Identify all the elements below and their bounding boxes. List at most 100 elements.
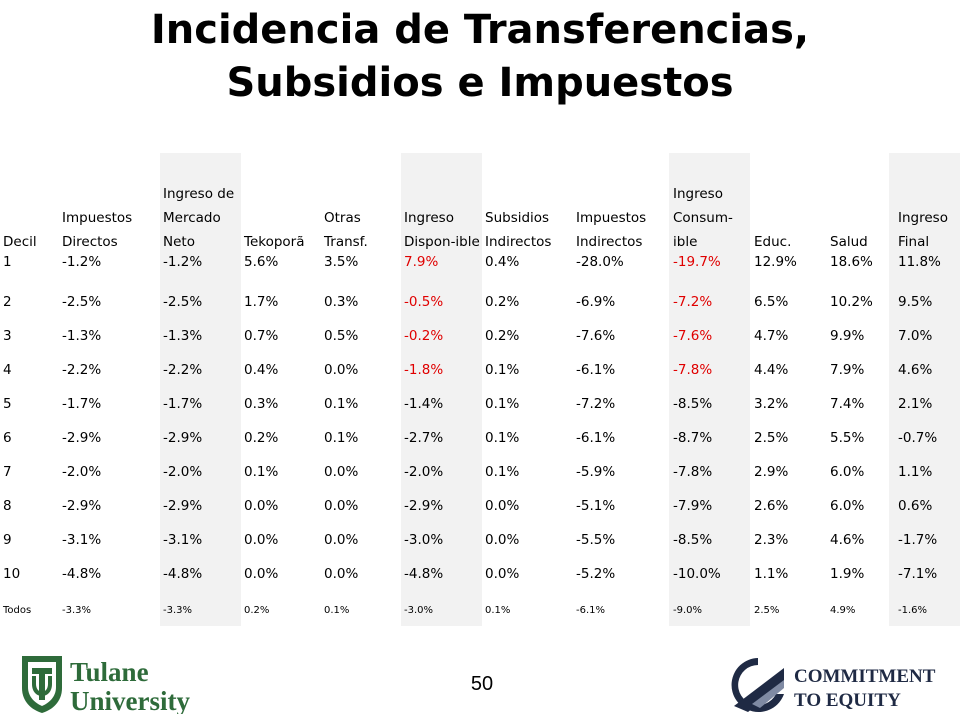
column-header: Ingreso Dispon-ible bbox=[404, 210, 480, 250]
table-cell: 2.1% bbox=[898, 396, 933, 412]
table-cell: 0.1% bbox=[324, 396, 359, 412]
table-row: 7 -2.0% -2.0% 0.1% 0.0% -2.0% 0.1% -5.9% -7.8% 2.… bbox=[0, 446, 960, 480]
table-cell: -6.1% bbox=[576, 430, 616, 446]
table-cell: -7.1% bbox=[898, 566, 938, 582]
table-cell: 0.6% bbox=[898, 498, 933, 514]
table-cell: 0.1% bbox=[485, 464, 520, 480]
table-cell: 7.4% bbox=[830, 396, 865, 412]
table-cell: 18.6% bbox=[830, 254, 873, 270]
table-cell: 10.2% bbox=[830, 294, 873, 310]
table-cell: -2.0% bbox=[62, 464, 102, 480]
table-cell: -7.8% bbox=[673, 464, 713, 480]
table-row: 10 -4.8% -4.8% 0.0% 0.0% -4.8% 0.0% -5.2% -10.0%… bbox=[0, 548, 960, 582]
slide-title: Incidencia de Transferencias, Subsidios … bbox=[0, 4, 960, 110]
table-cell: 6.0% bbox=[830, 464, 865, 480]
table-cell: -3.0% bbox=[404, 532, 444, 548]
column-header: Tekoporã bbox=[244, 234, 305, 250]
decile-label: 6 bbox=[3, 430, 12, 446]
table-cell: -3.3% bbox=[163, 605, 193, 616]
table-cell: 0.3% bbox=[244, 396, 279, 412]
table-cell: 7.0% bbox=[898, 328, 933, 344]
table-cell: -0.5% bbox=[404, 294, 444, 310]
table-cell: 2.5% bbox=[754, 430, 789, 446]
table-cell: -7.9% bbox=[673, 498, 713, 514]
column-header: Ingreso Consum-ible bbox=[673, 186, 733, 250]
tulane-logo: Tulane University bbox=[22, 656, 190, 714]
column-header: Salud bbox=[830, 234, 868, 250]
table-cell: 0.1% bbox=[485, 362, 520, 378]
table-cell: -1.7% bbox=[898, 532, 938, 548]
table-cell: 6.0% bbox=[830, 498, 865, 514]
shaded-column-ingreso-consumible bbox=[669, 153, 750, 626]
decile-label: 8 bbox=[3, 498, 12, 514]
column-header: Impuestos Directos bbox=[62, 210, 133, 250]
decile-label: 4 bbox=[3, 362, 12, 378]
tulane-logo-line-2: University bbox=[70, 686, 190, 714]
table-cell: -2.5% bbox=[62, 294, 102, 310]
tulane-logo-line-1: Tulane bbox=[70, 657, 149, 687]
table-cell: 0.3% bbox=[324, 294, 359, 310]
table-cell: 4.9% bbox=[830, 605, 856, 616]
table-row: 4 -2.2% -2.2% 0.4% 0.0% -1.8% 0.1% -6.1% -7.8% 4.… bbox=[0, 344, 960, 378]
table-cell: 0.0% bbox=[485, 498, 520, 514]
table-cell: 0.2% bbox=[485, 328, 520, 344]
table-cell: -1.3% bbox=[163, 328, 203, 344]
incidence-table: Decil Impuestos Directos Ingreso de Mercad… bbox=[0, 153, 960, 616]
table-row: 5 -1.7% -1.7% 0.3% 0.1% -1.4% 0.1% -7.2% -8.5% 3.… bbox=[0, 378, 960, 412]
table-cell: 6.5% bbox=[754, 294, 789, 310]
table-cell: -5.5% bbox=[576, 532, 616, 548]
table-cell: -9.0% bbox=[673, 605, 703, 616]
table-cell: 0.1% bbox=[324, 430, 359, 446]
table-row: 9 -3.1% -3.1% 0.0% 0.0% -3.0% 0.0% -5.5% -8.5% 2.… bbox=[0, 514, 960, 548]
table-cell: -2.9% bbox=[62, 430, 102, 446]
table-cell: 7.9% bbox=[830, 362, 865, 378]
column-header: Ingreso de Mercado Neto bbox=[163, 186, 235, 250]
table-cell: 1.9% bbox=[830, 566, 865, 582]
table-cell: -2.9% bbox=[62, 498, 102, 514]
column-header: Impuestos Indirectos bbox=[576, 210, 647, 250]
decile-label: 10 bbox=[3, 566, 21, 582]
table-cell: -2.2% bbox=[163, 362, 203, 378]
table-cell: -3.1% bbox=[62, 532, 102, 548]
table-cell: 0.7% bbox=[244, 328, 279, 344]
table-cell: -7.6% bbox=[576, 328, 616, 344]
table-cell: -28.0% bbox=[576, 254, 624, 270]
table-cell: 0.5% bbox=[324, 328, 359, 344]
table-cell: -6.9% bbox=[576, 294, 616, 310]
table-cell: -5.1% bbox=[576, 498, 616, 514]
table-cell: -2.9% bbox=[163, 430, 203, 446]
table-cell: 2.3% bbox=[754, 532, 789, 548]
shaded-column-ingreso-mercado-neto bbox=[160, 153, 241, 626]
table-cell: -4.8% bbox=[163, 566, 203, 582]
table-cell: -7.6% bbox=[673, 328, 713, 344]
table-cell: 4.7% bbox=[754, 328, 789, 344]
table-cell: -4.8% bbox=[62, 566, 102, 582]
decile-label: Todos bbox=[3, 605, 32, 616]
table-cell: 4.4% bbox=[754, 362, 789, 378]
table-cell: -2.9% bbox=[404, 498, 444, 514]
table-row: 8 -2.9% -2.9% 0.0% 0.0% -2.9% 0.0% -5.1% -7.9% 2.… bbox=[0, 480, 960, 514]
table-header-row: Decil Impuestos Directos Ingreso de Mercad… bbox=[0, 153, 960, 254]
decile-label: 1 bbox=[3, 254, 12, 270]
table-cell: 0.2% bbox=[244, 605, 270, 616]
shaded-column-ingreso-final bbox=[889, 153, 960, 626]
table-cell: -0.2% bbox=[404, 328, 444, 344]
table-cell: 0.1% bbox=[485, 430, 520, 446]
table-cell: 5.6% bbox=[244, 254, 279, 270]
slide-title-line-1: Incidencia de Transferencias, bbox=[150, 7, 810, 53]
column-header: Otras Transf. bbox=[324, 210, 368, 250]
table-cell: -2.2% bbox=[62, 362, 102, 378]
table-cell: -10.0% bbox=[673, 566, 721, 582]
table-row: 1 -1.2% -1.2% 5.6% 3.5% 7.9% 0.4% -28.0% -19.7% 1… bbox=[0, 254, 960, 276]
table-cell: 3.2% bbox=[754, 396, 789, 412]
table-cell: -4.8% bbox=[404, 566, 444, 582]
table-body: 1 -1.2% -1.2% 5.6% 3.5% 7.9% 0.4% -28.0% -19.7% 1… bbox=[0, 254, 960, 616]
table-cell: -1.3% bbox=[62, 328, 102, 344]
table-cell: 0.0% bbox=[324, 464, 359, 480]
decile-label: 7 bbox=[3, 464, 12, 480]
table-cell: 12.9% bbox=[754, 254, 797, 270]
table-cell: -2.0% bbox=[163, 464, 203, 480]
table-cell: 1.1% bbox=[898, 464, 933, 480]
table-cell: 0.0% bbox=[324, 566, 359, 582]
table-cell: 0.1% bbox=[244, 464, 279, 480]
